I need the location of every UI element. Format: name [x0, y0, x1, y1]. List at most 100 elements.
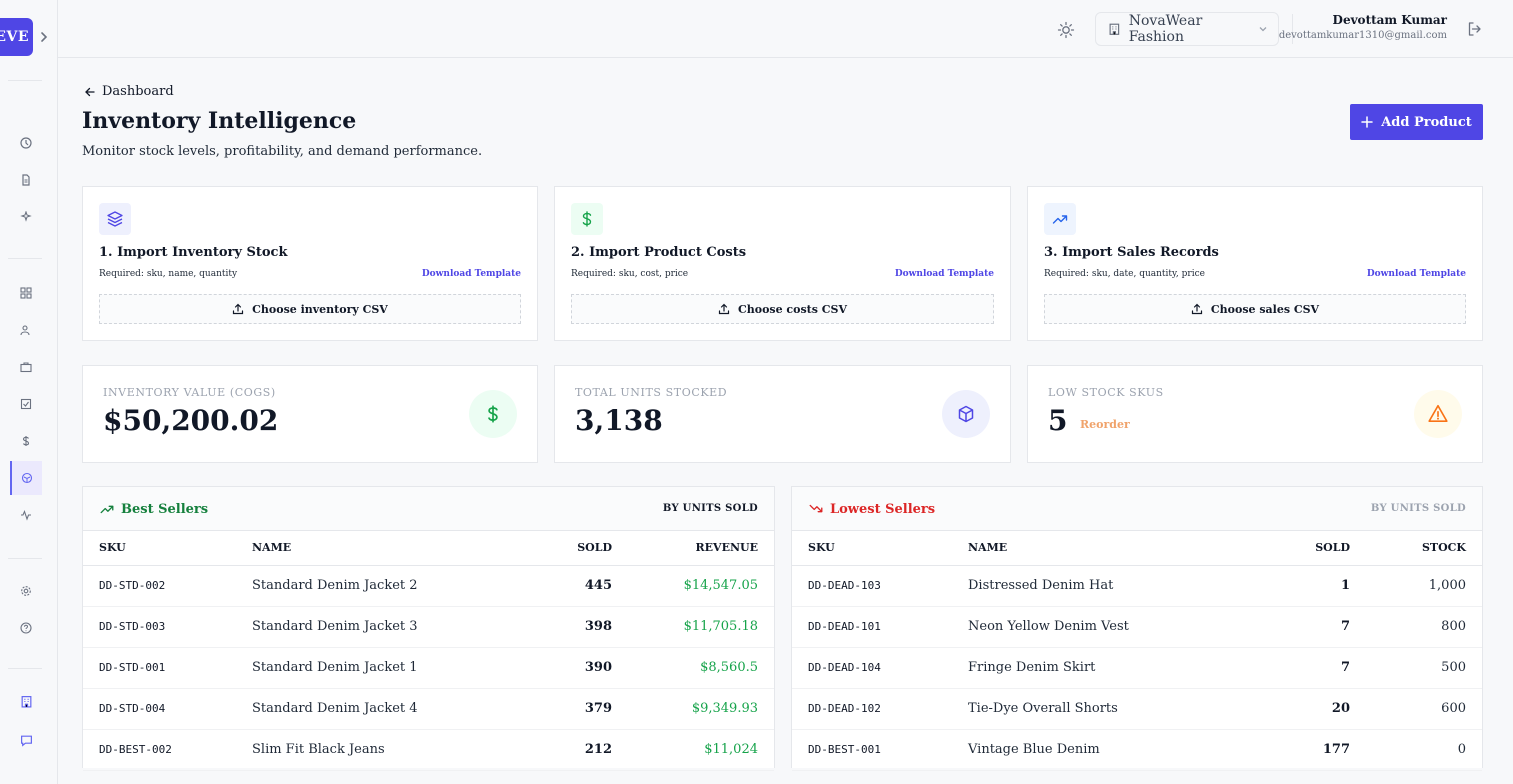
sidebar-item-organization[interactable] [10, 687, 42, 715]
sold-cell: 212 [492, 729, 612, 771]
sparkles-icon [20, 211, 32, 222]
add-product-label: Add Product [1381, 114, 1472, 130]
sidebar-item-finance[interactable] [10, 427, 42, 455]
table-header-row: SKU NAME SOLD REVENUE [83, 531, 774, 566]
user-profile[interactable]: Devottam Kumar devottamkumar1310@gmail.c… [1279, 13, 1447, 41]
choose-costs-csv-button[interactable]: Choose costs CSV [571, 294, 994, 324]
name-cell: Standard Denim Jacket 2 [252, 565, 492, 607]
topbar-divider [1292, 14, 1293, 44]
choose-sales-csv-button[interactable]: Choose sales CSV [1044, 294, 1466, 324]
column-header: REVENUE [612, 531, 774, 566]
trend-down-icon [809, 504, 823, 513]
table-header-row: SKU NAME SOLD STOCK [792, 531, 1482, 566]
column-header: SKU [83, 531, 252, 566]
name-cell: Standard Denim Jacket 4 [252, 688, 492, 730]
choose-inventory-csv-button[interactable]: Choose inventory CSV [99, 294, 521, 324]
sun-icon[interactable] [1056, 20, 1076, 40]
lowest-sellers-panel: Lowest Sellers BY UNITS SOLD SKU NAME SO… [791, 486, 1483, 771]
best-sellers-table: SKU NAME SOLD REVENUE DD-STD-002 Standar… [83, 531, 774, 771]
sidebar-item-chat[interactable] [10, 726, 42, 754]
sku-cell: DD-BEST-001 [792, 729, 968, 771]
download-template-link[interactable]: Download Template [1366, 269, 1466, 279]
import-card-costs: 2. Import Product Costs Required: sku, c… [554, 186, 1011, 341]
import-card-inventory: 1. Import Inventory Stock Required: sku,… [82, 186, 538, 341]
reorder-badge[interactable]: Reorder [1080, 418, 1130, 431]
sidebar-item-activity[interactable] [10, 501, 42, 529]
sku-cell: DD-DEAD-102 [792, 688, 968, 730]
table-row[interactable]: DD-STD-002 Standard Denim Jacket 2 445 $… [83, 565, 774, 607]
trend-up-icon [1044, 203, 1076, 235]
import-required-fields: Required: sku, cost, price [571, 269, 689, 279]
column-header: NAME [252, 531, 492, 566]
revenue-cell: $14,547.05 [612, 565, 774, 607]
table-row[interactable]: DD-DEAD-101 Neon Yellow Denim Vest 7 800 [792, 606, 1482, 648]
stat-label: INVENTORY VALUE (COGS) [103, 386, 276, 399]
table-row[interactable]: DD-DEAD-104 Fringe Denim Skirt 7 500 [792, 647, 1482, 689]
sku-cell: DD-STD-002 [83, 565, 252, 607]
name-cell: Tie-Dye Overall Shorts [968, 688, 1208, 730]
page-subtitle: Monitor stock levels, profitability, and… [82, 144, 483, 159]
table-row[interactable]: DD-DEAD-102 Tie-Dye Overall Shorts 20 60… [792, 688, 1482, 730]
dollar-icon [469, 390, 517, 438]
sidebar-item-dashboard[interactable] [10, 279, 42, 307]
sold-cell: 7 [1208, 606, 1350, 648]
stat-card-low-stock: LOW STOCK SKUS 5 Reorder [1027, 365, 1483, 463]
revenue-cell: $11,024 [612, 729, 774, 771]
upload-icon [233, 303, 244, 315]
trend-up-icon [100, 505, 114, 514]
table-row[interactable]: DD-STD-004 Standard Denim Jacket 4 379 $… [83, 688, 774, 730]
import-title: 3. Import Sales Records [1044, 245, 1219, 260]
checkbox-icon [20, 398, 32, 410]
stat-value: $50,200.02 [103, 404, 279, 437]
sold-cell: 379 [492, 688, 612, 730]
sidebar-item-reports[interactable] [10, 166, 42, 194]
best-sellers-panel: Best Sellers BY UNITS SOLD SKU NAME SOLD… [82, 486, 775, 771]
sku-cell: DD-STD-003 [83, 606, 252, 648]
app-logo[interactable]: EVE [0, 18, 33, 56]
panel-title: Best Sellers [99, 501, 208, 517]
sort-label: BY UNITS SOLD [662, 503, 758, 514]
table-row[interactable]: DD-STD-003 Standard Denim Jacket 3 398 $… [83, 606, 774, 648]
name-cell: Standard Denim Jacket 3 [252, 606, 492, 648]
column-header: STOCK [1350, 531, 1482, 566]
column-header: NAME [968, 531, 1208, 566]
sidebar-item-tasks[interactable] [10, 390, 42, 418]
back-link-label: Dashboard [102, 84, 174, 99]
logout-icon[interactable] [1466, 20, 1484, 38]
layers-icon [99, 203, 131, 235]
stat-card-inventory-value: INVENTORY VALUE (COGS) $50,200.02 [82, 365, 538, 463]
table-row[interactable]: DD-BEST-001 Vintage Blue Denim 177 0 [792, 729, 1482, 771]
panel-header: Lowest Sellers BY UNITS SOLD [792, 487, 1482, 531]
stat-value: 5 [1048, 404, 1068, 437]
sidebar-item-users[interactable] [10, 316, 42, 344]
sidebar-item-help[interactable] [10, 614, 42, 642]
column-header: SOLD [1208, 531, 1350, 566]
sidebar-divider [8, 258, 42, 259]
chevron-right-icon[interactable] [38, 30, 50, 44]
organization-select[interactable]: NovaWear Fashion [1095, 12, 1279, 46]
table-row[interactable]: DD-BEST-002 Slim Fit Black Jeans 212 $11… [83, 729, 774, 771]
sidebar-item-jobs[interactable] [10, 353, 42, 381]
sidebar-item-ai[interactable] [10, 203, 42, 231]
download-template-link[interactable]: Download Template [421, 269, 521, 279]
sku-cell: DD-BEST-002 [83, 729, 252, 771]
sidebar-item-inventory[interactable] [10, 461, 42, 495]
back-link[interactable]: Dashboard [84, 84, 174, 99]
choose-csv-label: Choose sales CSV [1210, 302, 1320, 316]
column-header: SKU [792, 531, 968, 566]
sidebar-item-settings[interactable] [10, 577, 42, 605]
download-template-link[interactable]: Download Template [894, 269, 994, 279]
table-row[interactable]: DD-STD-001 Standard Denim Jacket 1 390 $… [83, 647, 774, 689]
sold-cell: 390 [492, 647, 612, 689]
stock-cell: 1,000 [1350, 565, 1482, 607]
import-required-fields: Required: sku, name, quantity [99, 269, 238, 279]
sidebar-item-overview[interactable] [10, 129, 42, 157]
warning-icon [1414, 390, 1462, 438]
choose-csv-label: Choose inventory CSV [252, 302, 388, 316]
revenue-cell: $11,705.18 [612, 606, 774, 648]
gear-icon [21, 586, 31, 596]
add-product-button[interactable]: Add Product [1350, 104, 1483, 140]
import-required-fields: Required: sku, date, quantity, price [1044, 269, 1205, 279]
table-row[interactable]: DD-DEAD-103 Distressed Denim Hat 1 1,000 [792, 565, 1482, 607]
package-icon [21, 472, 33, 484]
